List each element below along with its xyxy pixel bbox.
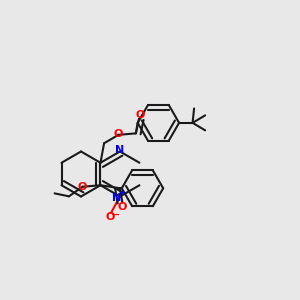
- Text: O: O: [135, 110, 145, 120]
- Text: −: −: [110, 209, 120, 220]
- Text: O: O: [78, 182, 87, 192]
- Text: O: O: [105, 212, 115, 222]
- Text: N: N: [115, 145, 124, 155]
- Text: +: +: [118, 188, 125, 197]
- Text: O: O: [114, 129, 123, 139]
- Text: N: N: [112, 193, 121, 203]
- Text: O: O: [118, 202, 127, 212]
